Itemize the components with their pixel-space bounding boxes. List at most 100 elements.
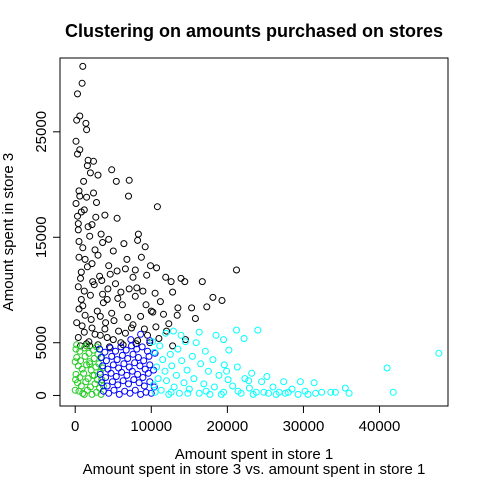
data-point [113, 374, 119, 380]
data-point [82, 312, 88, 318]
data-point [259, 379, 265, 385]
data-point [384, 365, 390, 371]
data-point [157, 343, 163, 349]
data-point [80, 303, 86, 309]
data-point [121, 241, 127, 247]
data-point [98, 231, 104, 237]
data-point [113, 281, 119, 287]
data-point [221, 337, 227, 343]
data-point [104, 297, 110, 303]
data-point [126, 193, 132, 199]
data-point [89, 325, 95, 331]
data-point [111, 387, 117, 393]
data-point [264, 374, 270, 380]
data-point [174, 312, 180, 318]
data-point [184, 367, 190, 373]
data-point [100, 291, 106, 297]
data-point [189, 353, 195, 359]
data-point [196, 329, 202, 335]
data-point [76, 306, 82, 312]
data-point [311, 380, 317, 386]
data-point [281, 379, 287, 385]
data-point [91, 356, 97, 362]
series-0 [73, 63, 240, 350]
data-point [92, 247, 98, 253]
data-point [226, 347, 232, 353]
data-point [168, 279, 174, 285]
data-point [189, 305, 195, 311]
data-point [80, 63, 86, 69]
data-point [75, 91, 81, 97]
data-point [201, 381, 207, 387]
data-point [126, 177, 132, 183]
data-point [132, 267, 138, 273]
plot-frame [60, 58, 448, 406]
data-point [126, 286, 132, 292]
data-point [78, 297, 84, 303]
data-point [160, 357, 166, 363]
data-point [125, 356, 131, 362]
data-point [191, 376, 197, 382]
data-point [234, 364, 240, 370]
data-point [87, 292, 93, 298]
data-point [119, 302, 125, 308]
series-3 [150, 327, 442, 397]
data-point [224, 368, 230, 374]
data-point [297, 379, 303, 385]
y-tick-label: 25000 [33, 111, 50, 153]
data-point [213, 332, 219, 338]
data-point [134, 285, 140, 291]
data-point [73, 138, 79, 144]
data-point [142, 244, 148, 250]
data-point [147, 379, 153, 385]
data-point [122, 330, 128, 336]
data-point [75, 227, 81, 233]
data-point [109, 310, 115, 316]
data-point [170, 328, 176, 334]
data-point [148, 263, 154, 269]
data-point [169, 363, 175, 369]
data-point [124, 256, 130, 262]
data-point [81, 288, 87, 294]
data-point [163, 274, 169, 280]
data-point [241, 336, 247, 342]
data-point [87, 170, 93, 176]
data-point [93, 214, 99, 220]
data-point [76, 254, 82, 260]
data-point [126, 364, 132, 370]
points-layer [72, 63, 442, 397]
y-tick-label: 5000 [33, 326, 50, 359]
data-point [140, 288, 146, 294]
data-point [198, 361, 204, 367]
data-point [88, 317, 94, 323]
data-point [102, 326, 108, 332]
data-point [210, 294, 216, 300]
data-point [140, 375, 146, 381]
data-point [162, 368, 168, 374]
data-point [122, 266, 128, 272]
data-point [178, 275, 184, 281]
data-point [167, 351, 173, 357]
x-tick-label: 20000 [207, 418, 249, 435]
data-point [313, 390, 319, 396]
data-point [436, 350, 442, 356]
data-point [203, 388, 209, 394]
data-point [78, 275, 84, 281]
data-point [216, 372, 222, 378]
data-point [103, 358, 109, 364]
data-point [81, 178, 87, 184]
data-point [270, 384, 276, 390]
data-point [102, 212, 108, 218]
data-point [100, 300, 106, 306]
data-point [199, 279, 205, 285]
data-point [193, 340, 199, 346]
data-point [225, 377, 231, 383]
data-point [141, 383, 147, 389]
data-point [342, 385, 348, 391]
data-point [84, 194, 90, 200]
data-point [74, 342, 80, 348]
data-point [173, 372, 179, 378]
data-point [75, 363, 81, 369]
data-point [211, 384, 217, 390]
data-point [104, 335, 110, 341]
